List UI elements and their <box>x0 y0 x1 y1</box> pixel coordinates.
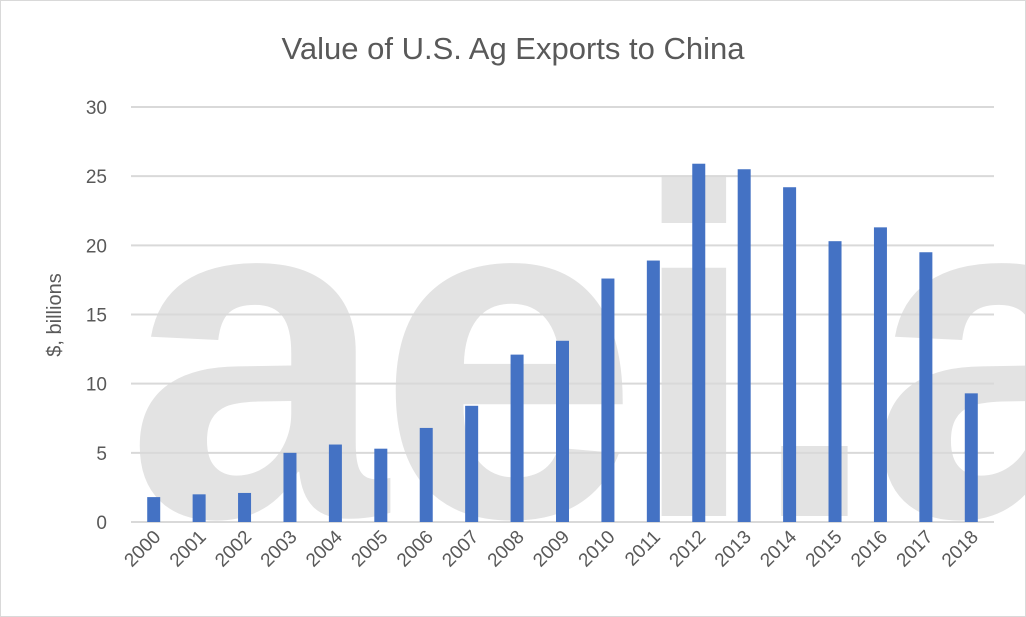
bar-2015 <box>828 241 842 522</box>
bar-2014 <box>783 187 797 522</box>
bar-2012 <box>692 163 706 522</box>
y-tick-label: 20 <box>86 236 107 257</box>
chart-title: Value of U.S. Ag Exports to China <box>282 31 746 66</box>
bar-2001 <box>192 494 206 522</box>
bar-2000 <box>147 497 161 522</box>
bar-2008 <box>510 354 524 522</box>
bar-2003 <box>283 452 297 522</box>
y-tick-label: 30 <box>86 98 107 119</box>
bar-2006 <box>419 427 433 522</box>
bar-2018 <box>964 393 978 522</box>
bar-2007 <box>465 405 479 522</box>
bar-2009 <box>556 340 569 522</box>
y-tick-label: 5 <box>96 444 107 465</box>
y-tick-label: 0 <box>96 513 107 534</box>
watermark: aei.ag <box>126 91 1025 616</box>
bar-2004 <box>328 444 342 522</box>
y-tick-label: 10 <box>86 375 107 396</box>
bar-2017 <box>919 252 933 522</box>
y-tick-label: 15 <box>86 306 107 327</box>
bar-2011 <box>646 260 660 522</box>
bar-2016 <box>873 227 887 522</box>
y-axis-label: $, billions <box>44 273 66 356</box>
bar-2013 <box>737 169 751 522</box>
bar-2010 <box>601 278 615 522</box>
y-tick-label: 25 <box>86 167 107 188</box>
bar-2002 <box>238 492 252 522</box>
bar-2005 <box>374 448 388 522</box>
